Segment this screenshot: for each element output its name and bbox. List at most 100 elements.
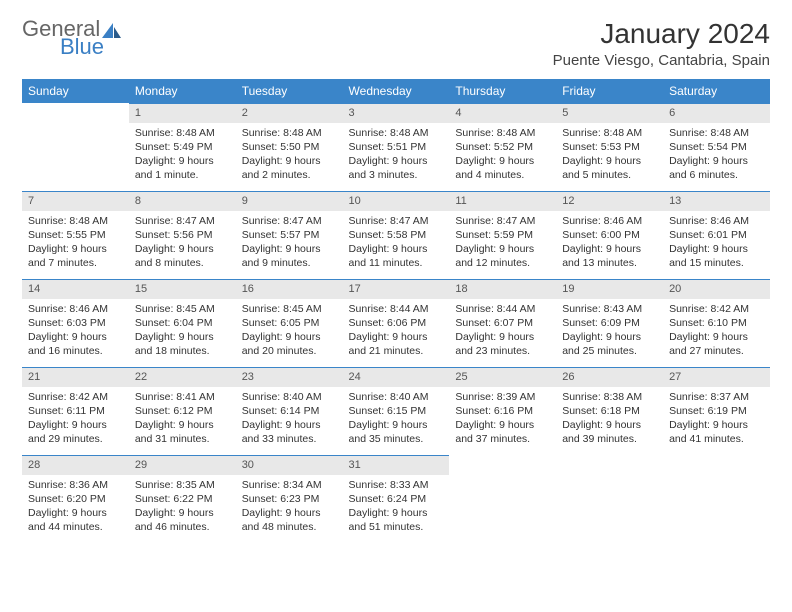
calendar-day-cell: 1Sunrise: 8:48 AMSunset: 5:49 PMDaylight… (129, 103, 236, 191)
daylight-text-1: Daylight: 9 hours (242, 242, 337, 256)
day-number: 3 (343, 103, 450, 123)
sunset-text: Sunset: 6:23 PM (242, 492, 337, 506)
day-body: Sunrise: 8:48 AMSunset: 5:53 PMDaylight:… (556, 123, 663, 189)
sunrise-text: Sunrise: 8:44 AM (349, 302, 444, 316)
sunrise-text: Sunrise: 8:33 AM (349, 478, 444, 492)
day-body: Sunrise: 8:42 AMSunset: 6:10 PMDaylight:… (663, 299, 770, 365)
day-body: Sunrise: 8:40 AMSunset: 6:14 PMDaylight:… (236, 387, 343, 453)
dayname-sat: Saturday (663, 79, 770, 103)
calendar-day-cell: 29 Sunrise: 8:35 AMSunset: 6:22 PMDayligh… (129, 455, 236, 543)
daylight-text-1: Daylight: 9 hours (242, 330, 337, 344)
calendar-day-cell (663, 455, 770, 543)
sunset-text: Sunset: 6:04 PM (135, 316, 230, 330)
day-body: Sunrise: 8:40 AMSunset: 6:15 PMDaylight:… (343, 387, 450, 453)
day-number: 28 (22, 455, 129, 475)
sunrise-text: Sunrise: 8:38 AM (562, 390, 657, 404)
sunset-text: Sunset: 6:10 PM (669, 316, 764, 330)
daylight-text-1: Daylight: 9 hours (562, 418, 657, 432)
day-number: 15 (129, 279, 236, 299)
daylight-text-1: Daylight: 9 hours (669, 154, 764, 168)
day-body: Sunrise: 8:48 AMSunset: 5:49 PMDaylight:… (129, 123, 236, 189)
sunrise-text: Sunrise: 8:46 AM (562, 214, 657, 228)
day-body: Sunrise: 8:47 AMSunset: 5:58 PMDaylight:… (343, 211, 450, 277)
sunrise-text: Sunrise: 8:44 AM (455, 302, 550, 316)
sunrise-text: Sunrise: 8:36 AM (28, 478, 123, 492)
day-body: Sunrise: 8:46 AMSunset: 6:01 PMDaylight:… (663, 211, 770, 277)
day-number: 8 (129, 191, 236, 211)
logo: GeneralBlue (22, 18, 123, 58)
day-body: Sunrise: 8:48 AMSunset: 5:52 PMDaylight:… (449, 123, 556, 189)
daylight-text-2: and 33 minutes. (242, 432, 337, 446)
calendar-day-cell: 21Sunrise: 8:42 AMSunset: 6:11 PMDayligh… (22, 367, 129, 455)
location-text: Puente Viesgo, Cantabria, Spain (553, 52, 770, 69)
sunset-text: Sunset: 6:01 PM (669, 228, 764, 242)
day-number: 30 (236, 455, 343, 475)
daylight-text-1: Daylight: 9 hours (349, 242, 444, 256)
calendar-day-cell: 19 Sunrise: 8:43 AMSunset: 6:09 PMDayligh… (556, 279, 663, 367)
calendar-day-cell (556, 455, 663, 543)
calendar-day-cell: 11Sunrise: 8:47 AMSunset: 5:59 PMDayligh… (449, 191, 556, 279)
day-number: 10 (343, 191, 450, 211)
calendar-day-cell: 5Sunrise: 8:48 AMSunset: 5:53 PMDaylight… (556, 103, 663, 191)
day-number: 9 (236, 191, 343, 211)
daylight-text-2: and 7 minutes. (28, 256, 123, 270)
day-body: Sunrise: 8:47 AMSunset: 5:57 PMDaylight:… (236, 211, 343, 277)
sunrise-text: Sunrise: 8:48 AM (669, 126, 764, 140)
calendar-day-cell: 2Sunrise: 8:48 AMSunset: 5:50 PMDaylight… (236, 103, 343, 191)
sunrise-text: Sunrise: 8:43 AM (562, 302, 657, 316)
daylight-text-2: and 15 minutes. (669, 256, 764, 270)
sunset-text: Sunset: 5:59 PM (455, 228, 550, 242)
calendar-day-cell: 23Sunrise: 8:40 AMSunset: 6:14 PMDayligh… (236, 367, 343, 455)
day-body: Sunrise: 8:36 AMSunset: 6:20 PMDaylight:… (22, 475, 129, 541)
calendar-day-cell: 14Sunrise: 8:46 AMSunset: 6:03 PMDayligh… (22, 279, 129, 367)
day-number: 29 (129, 455, 236, 475)
daylight-text-1: Daylight: 9 hours (28, 242, 123, 256)
page-title: January 2024 (553, 18, 770, 50)
calendar-day-cell (22, 103, 129, 191)
sunrise-text: Sunrise: 8:45 AM (242, 302, 337, 316)
day-number: 18 (449, 279, 556, 299)
sunset-text: Sunset: 6:07 PM (455, 316, 550, 330)
calendar-day-cell: 26Sunrise: 8:38 AMSunset: 6:18 PMDayligh… (556, 367, 663, 455)
daylight-text-1: Daylight: 9 hours (28, 506, 123, 520)
day-number: 11 (449, 191, 556, 211)
calendar-day-cell: 30Sunrise: 8:34 AMSunset: 6:23 PMDayligh… (236, 455, 343, 543)
sunset-text: Sunset: 6:05 PM (242, 316, 337, 330)
calendar-week-row: 7Sunrise: 8:48 AMSunset: 5:55 PMDaylight… (22, 191, 770, 279)
daylight-text-1: Daylight: 9 hours (242, 154, 337, 168)
day-number: 26 (556, 367, 663, 387)
sunset-text: Sunset: 6:09 PM (562, 316, 657, 330)
sunrise-text: Sunrise: 8:40 AM (349, 390, 444, 404)
daylight-text-1: Daylight: 9 hours (669, 242, 764, 256)
day-number: 1 (129, 103, 236, 123)
sunset-text: Sunset: 5:52 PM (455, 140, 550, 154)
sunset-text: Sunset: 6:19 PM (669, 404, 764, 418)
daylight-text-2: and 31 minutes. (135, 432, 230, 446)
day-number: 12 (556, 191, 663, 211)
calendar-day-cell: 28Sunrise: 8:36 AMSunset: 6:20 PMDayligh… (22, 455, 129, 543)
calendar-day-cell: 15Sunrise: 8:45 AMSunset: 6:04 PMDayligh… (129, 279, 236, 367)
sunrise-text: Sunrise: 8:48 AM (242, 126, 337, 140)
sunset-text: Sunset: 5:58 PM (349, 228, 444, 242)
day-body: Sunrise: 8:44 AMSunset: 6:07 PMDaylight:… (449, 299, 556, 365)
day-number: 31 (343, 455, 450, 475)
sunset-text: Sunset: 6:03 PM (28, 316, 123, 330)
daylight-text-1: Daylight: 9 hours (562, 330, 657, 344)
calendar-day-cell: 4Sunrise: 8:48 AMSunset: 5:52 PMDaylight… (449, 103, 556, 191)
daylight-text-2: and 3 minutes. (349, 168, 444, 182)
day-number: 7 (22, 191, 129, 211)
day-body: Sunrise: 8:46 AMSunset: 6:00 PMDaylight:… (556, 211, 663, 277)
day-body: Sunrise: 8:47 AMSunset: 5:56 PMDaylight:… (129, 211, 236, 277)
daylight-text-1: Daylight: 9 hours (135, 506, 230, 520)
sunset-text: Sunset: 6:00 PM (562, 228, 657, 242)
sunset-text: Sunset: 6:22 PM (135, 492, 230, 506)
calendar-day-cell: 24Sunrise: 8:40 AMSunset: 6:15 PMDayligh… (343, 367, 450, 455)
daylight-text-1: Daylight: 9 hours (669, 418, 764, 432)
calendar-day-cell: 18Sunrise: 8:44 AMSunset: 6:07 PMDayligh… (449, 279, 556, 367)
calendar-table: Sunday Monday Tuesday Wednesday Thursday… (22, 79, 770, 543)
daylight-text-2: and 13 minutes. (562, 256, 657, 270)
day-number: 19 (556, 279, 663, 299)
calendar-day-cell: 12Sunrise: 8:46 AMSunset: 6:00 PMDayligh… (556, 191, 663, 279)
sunrise-text: Sunrise: 8:35 AM (135, 478, 230, 492)
daylight-text-1: Daylight: 9 hours (455, 154, 550, 168)
